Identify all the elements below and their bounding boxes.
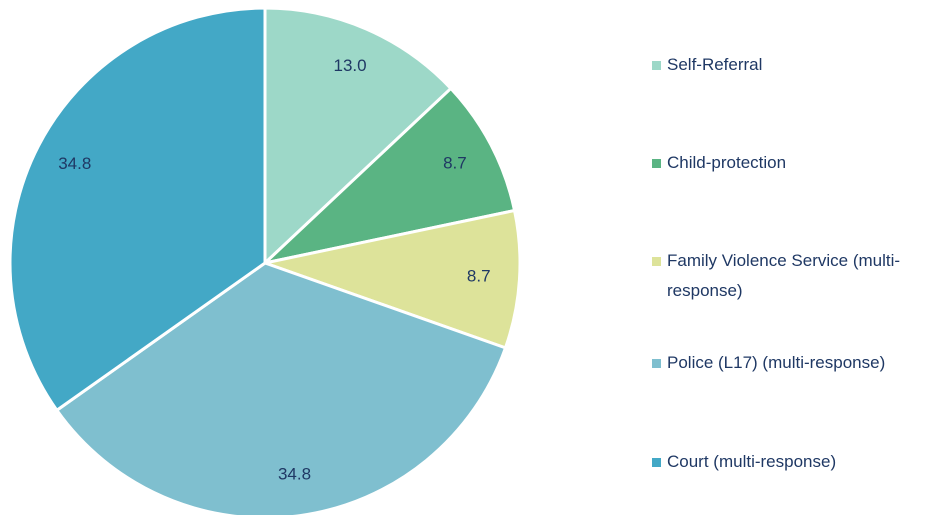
legend-label: Child-protection [667, 153, 787, 172]
pie-slice [54, 261, 508, 515]
pie-slice [260, 86, 517, 266]
pie-slice [259, 208, 522, 350]
legend-label: Police (L17) (multi-response) [667, 353, 886, 372]
data-label: 34.8 [278, 465, 311, 484]
legend-item: Police (L17) (multi-response) [652, 348, 947, 378]
legend-item: Child-protection [652, 148, 947, 178]
legend-label: Court (multi-response) [667, 452, 837, 471]
legend-item: Court (multi-response) [652, 447, 947, 477]
legend-item: Family Violence Service (multi-response) [652, 246, 947, 306]
data-label: 34.8 [58, 154, 91, 173]
data-label: 8.7 [443, 153, 467, 172]
legend-label: Self-Referral [667, 55, 763, 74]
data-label: 8.7 [467, 267, 491, 286]
pie-slice [263, 6, 454, 267]
legend-label: Family Violence Service (multi-response) [667, 251, 901, 300]
legend-swatch [652, 61, 661, 70]
legend-swatch [652, 159, 661, 168]
data-label: 13.0 [334, 56, 367, 75]
legend-item: Self-Referral [652, 50, 947, 80]
pie-area: 13.0 8.7 8.7 34.8 34.8 [8, 6, 522, 515]
legend-swatch [652, 359, 661, 368]
legend-swatch [652, 458, 661, 467]
pie-slice [8, 6, 267, 413]
legend-swatch [652, 257, 661, 266]
